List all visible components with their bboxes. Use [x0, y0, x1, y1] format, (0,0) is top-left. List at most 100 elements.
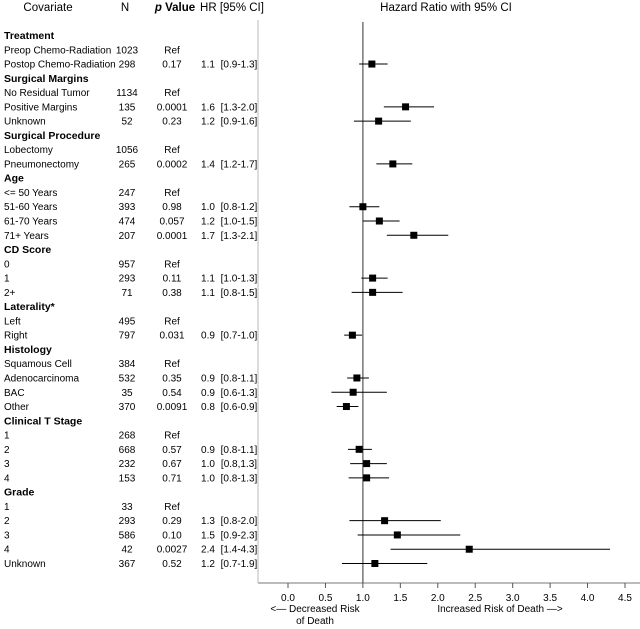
covariate-label: Unknown	[4, 559, 46, 570]
plot-marks	[331, 22, 611, 583]
hr-value: 1.0	[201, 473, 215, 484]
hr-point	[410, 231, 418, 239]
x-tick-label: 4.0	[581, 593, 595, 604]
hr-point	[402, 103, 410, 111]
hr-value: 1.0	[201, 202, 215, 213]
hr-point	[369, 274, 377, 282]
covariate-label: Adenocarcinoma	[4, 373, 79, 384]
covariate-label: 2	[4, 516, 10, 527]
x-tick-label: 2.0	[431, 593, 445, 604]
n-value: 35	[121, 388, 133, 399]
ci-value: [0.8-1.5]	[221, 288, 258, 299]
plot-title: Hazard Ratio with 95% CI	[380, 2, 512, 14]
ci-value: [0.7-1.0]	[221, 331, 258, 342]
ci-value: [1.0-1.3]	[221, 274, 258, 285]
covariate-label: 4	[4, 473, 10, 484]
n-value: 1023	[116, 45, 139, 56]
hr-value: 1.3	[201, 516, 215, 527]
p-value: Ref	[164, 502, 180, 513]
covariate-label: Other	[4, 402, 30, 413]
hr-value: 0.9	[201, 373, 215, 384]
increased-risk-label: Increased Risk of Death —>	[437, 604, 562, 615]
p-value: Ref	[164, 145, 180, 156]
x-tick-label: 1.5	[393, 593, 407, 604]
hr-value: 2.4	[201, 545, 215, 556]
ci-value: [0.6-1.3]	[221, 388, 258, 399]
hr-point	[368, 60, 376, 68]
hr-point	[359, 203, 367, 211]
p-value: Ref	[164, 259, 180, 270]
n-value: 474	[119, 217, 136, 228]
decreased-risk-label-line1: <— Decreased Risk	[270, 604, 360, 615]
n-value: 268	[119, 431, 136, 442]
p-value-header-suffix: Value	[162, 2, 195, 14]
section-heading: Treatment	[4, 30, 55, 42]
ci-value: [0.8-1.2]	[221, 202, 258, 213]
covariate-label: 2	[4, 445, 10, 456]
p-value: 0.67	[162, 459, 182, 470]
ci-value: [1.2-1.7]	[221, 159, 258, 170]
hr-value: 1.6	[201, 102, 215, 113]
hr-point	[363, 460, 371, 468]
covariate-label: 2+	[4, 288, 16, 299]
covariate-label: 1	[4, 274, 10, 285]
covariate-label: Pneumonectomy	[4, 159, 79, 170]
p-value: 0.0002	[157, 159, 188, 170]
hr-value: 0.9	[201, 445, 215, 456]
ci-value: [0.9-1.3]	[221, 60, 258, 71]
ci-value: [0.8-2.0]	[221, 516, 258, 527]
covariate-label: 3	[4, 530, 10, 541]
n-value: 367	[119, 559, 136, 570]
ci-value: [0.8-1.3]	[221, 473, 258, 484]
p-value: 0.52	[162, 559, 182, 570]
ci-value: [0.9-1.6]	[221, 117, 258, 128]
section-heading: CD Score	[4, 244, 51, 256]
hr-value: 1.1	[201, 60, 215, 71]
section-heading: Surgical Procedure	[4, 130, 100, 142]
hr-point	[349, 388, 357, 396]
n-header: N	[121, 2, 129, 14]
n-value: 668	[119, 445, 136, 456]
x-tick-label: 3.5	[543, 593, 557, 604]
p-value: 0.11	[163, 274, 182, 285]
covariate-label: Squamous Cell	[4, 359, 72, 370]
x-tick-label: 3.0	[506, 593, 520, 604]
p-value: 0.0091	[157, 402, 188, 413]
ci-value: [1.4-4.3]	[221, 545, 258, 556]
hr-point	[369, 288, 377, 296]
x-tick-label: 0.5	[318, 593, 332, 604]
hr-value: 1.2	[201, 117, 215, 128]
hr-value: 1.0	[201, 459, 215, 470]
hr-point	[363, 474, 371, 482]
hr-value: 1.4	[201, 159, 215, 170]
n-value: 293	[119, 516, 136, 527]
hr-point	[353, 374, 361, 382]
ci-value: [1.0-1.5]	[221, 217, 258, 228]
ci-value: [0.7-1.9]	[221, 559, 258, 570]
hr-header: HR [95% CI]	[200, 2, 264, 14]
n-value: 1134	[116, 88, 138, 99]
covariate-label: <= 50 Years	[4, 188, 57, 199]
n-value: 42	[121, 545, 133, 556]
ci-value: [1.3-2.1]	[221, 231, 258, 242]
covariate-label: Unknown	[4, 117, 46, 128]
p-value: 0.057	[159, 217, 184, 228]
covariate-label: Postop Chemo-Radiation	[4, 60, 116, 71]
n-value: 298	[119, 60, 136, 71]
x-axis: 0.0 0.5 1.0 1.5 2.0 2.5 3.0 3.5 4.0 4.5	[257, 20, 640, 604]
n-value: 586	[119, 530, 136, 541]
covariate-label: 3	[4, 459, 10, 470]
hr-value: 1.5	[201, 530, 215, 541]
hr-point	[375, 117, 383, 125]
x-tick-label: 4.5	[618, 593, 632, 604]
hr-point	[381, 517, 389, 525]
p-value: Ref	[164, 88, 180, 99]
covariate-label: 71+ Years	[4, 231, 49, 242]
p-value: 0.54	[162, 388, 182, 399]
p-value: Ref	[164, 45, 180, 56]
hr-value: 1.7	[201, 231, 215, 242]
n-value: 1056	[116, 145, 139, 156]
n-value: 293	[119, 274, 136, 285]
